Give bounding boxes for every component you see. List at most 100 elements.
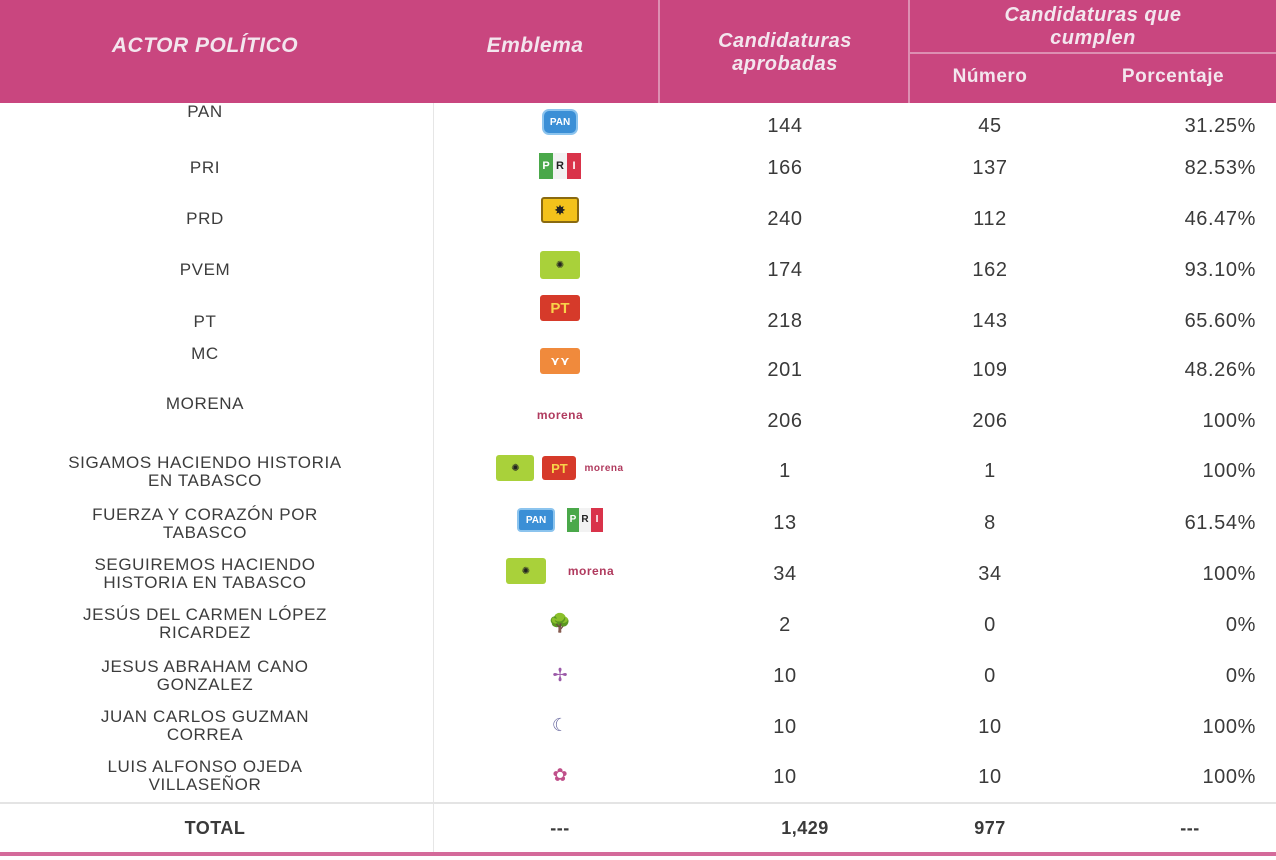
comply-number: 0 xyxy=(984,665,996,687)
table-row: PVEM ✺ 174 162 93.10% xyxy=(0,251,1276,305)
emblem-cell: morena xyxy=(460,408,660,422)
mc-logo-icon: ⋎⋎ xyxy=(540,348,580,374)
actor-name-line1: FUERZA Y CORAZÓN POR xyxy=(92,505,318,524)
emblem-cell: ✺ PT morena xyxy=(460,455,660,481)
comply-number: 8 xyxy=(984,512,996,534)
emblem-cell: 🌳 xyxy=(460,608,660,638)
table-row: PT PT 218 143 65.60% xyxy=(0,295,1276,345)
approved-count: 218 xyxy=(767,310,803,332)
flower-logo-icon: ✿ xyxy=(552,764,568,785)
actor-name: JESÚS DEL CARMEN LÓPEZ RICARDEZ xyxy=(0,606,410,642)
pvem-logo-icon: ✺ xyxy=(540,251,580,279)
approved-count: 240 xyxy=(767,208,803,230)
comply-percentage: 0% xyxy=(1225,665,1256,687)
comply-number: 162 xyxy=(972,259,1008,281)
comply-percentage: 31.25% xyxy=(1184,115,1256,137)
bottom-accent-line xyxy=(0,852,1276,856)
emblem-cell: ✸ xyxy=(460,197,660,223)
actor-name: MC xyxy=(191,344,219,363)
table-row: JESÚS DEL CARMEN LÓPEZ RICARDEZ 🌳 2 0 0% xyxy=(0,606,1276,658)
actor-name-line2: HISTORIA EN TABASCO xyxy=(103,573,307,592)
actor-name-line1: SEGUIREMOS HACIENDO xyxy=(94,555,316,574)
actor-name: JESUS ABRAHAM CANO GONZALEZ xyxy=(0,658,410,694)
actor-name-line2: GONZALEZ xyxy=(156,675,254,694)
total-divider xyxy=(0,802,1276,804)
table-row: JUAN CARLOS GUZMAN CORREA ☾ 10 10 100% xyxy=(0,708,1276,758)
comply-percentage: 46.47% xyxy=(1184,208,1256,230)
morena-logo-icon: morena xyxy=(536,408,584,422)
comply-percentage: 100% xyxy=(1202,563,1256,585)
comply-percentage: 93.10% xyxy=(1184,259,1256,281)
comply-number: 137 xyxy=(972,157,1008,179)
total-row: TOTAL --- 1,429 977 --- xyxy=(0,806,1276,850)
crescent-logo-icon: ☾ xyxy=(551,714,569,735)
table-row: PRI P R I 166 137 82.53% xyxy=(0,153,1276,205)
approved-count: 144 xyxy=(767,115,803,137)
actor-name-line1: JESUS ABRAHAM CANO xyxy=(101,657,309,676)
header-approved-line1: Candidaturas xyxy=(718,30,852,52)
table-row: SEGUIREMOS HACIENDO HISTORIA EN TABASCO … xyxy=(0,556,1276,606)
actor-name-line1: SIGAMOS HACIENDO HISTORIA xyxy=(68,453,342,472)
comply-number: 10 xyxy=(978,766,1002,788)
chelo-cano-logo-icon: ✢ xyxy=(552,664,568,685)
actor-name-line2: RICARDEZ xyxy=(159,623,251,642)
approved-count: 206 xyxy=(767,410,803,432)
actor-name: PRD xyxy=(186,209,224,228)
total-number: 977 xyxy=(974,818,1006,838)
actor-name-line2: TABASCO xyxy=(162,523,248,542)
emblem-cell: PAN P R I xyxy=(460,508,660,532)
emblem-cell: P R I xyxy=(460,153,660,179)
comply-percentage: 65.60% xyxy=(1184,310,1256,332)
comply-number: 10 xyxy=(978,716,1002,738)
table-row: PAN PAN 144 45 31.25% xyxy=(0,103,1276,153)
total-emblem: --- xyxy=(550,818,570,838)
actor-name: SIGAMOS HACIENDO HISTORIA EN TABASCO xyxy=(0,454,410,490)
approved-count: 166 xyxy=(767,157,803,179)
actor-name: PVEM xyxy=(179,260,231,279)
emblem-cell: ✢ xyxy=(460,660,660,690)
comply-percentage: 100% xyxy=(1202,410,1256,432)
comply-percentage: 82.53% xyxy=(1184,157,1256,179)
actor-name-line1: LUIS ALFONSO OJEDA xyxy=(107,757,303,776)
pt-logo-icon: PT xyxy=(540,295,580,321)
total-approved: 1,429 xyxy=(781,818,829,838)
comply-number: 34 xyxy=(978,563,1002,585)
pvem-logo-icon: ✺ xyxy=(496,455,535,481)
emblem-cell: PT xyxy=(460,295,660,321)
comply-number: 109 xyxy=(972,359,1008,381)
total-label: TOTAL xyxy=(184,818,246,838)
comply-percentage: 48.26% xyxy=(1184,359,1256,381)
table-row: PRD ✸ 240 112 46.47% xyxy=(0,197,1276,255)
approved-count: 34 xyxy=(773,563,797,585)
header-comply: Candidaturas que cumplen xyxy=(910,4,1276,50)
header-number: Número xyxy=(952,66,1028,87)
header-divider xyxy=(908,0,910,103)
column-divider xyxy=(433,103,434,853)
morena-logo-icon: morena xyxy=(567,564,615,578)
comply-number: 1 xyxy=(984,460,996,482)
header-approved-line2: aprobadas xyxy=(732,53,838,75)
approved-count: 174 xyxy=(767,259,803,281)
comply-number: 112 xyxy=(973,208,1007,230)
table-row: MORENA morena 206 206 100% xyxy=(0,390,1276,450)
total-percentage: --- xyxy=(1180,818,1200,838)
comply-percentage: 100% xyxy=(1202,716,1256,738)
emblem-cell: ☾ xyxy=(460,710,660,740)
approved-count: 13 xyxy=(773,512,797,534)
actor-name: LUIS ALFONSO OJEDA VILLASEÑOR xyxy=(0,758,410,794)
table-header: ACTOR POLÍTICO Emblema Candidaturas apro… xyxy=(0,0,1276,103)
emblem-cell: ✺ morena xyxy=(460,558,660,584)
table-row: MC ⋎⋎ 201 109 48.26% xyxy=(0,345,1276,390)
actor-name: SEGUIREMOS HACIENDO HISTORIA EN TABASCO xyxy=(0,556,410,592)
approved-count: 10 xyxy=(773,716,797,738)
header-approved: Candidaturas aprobadas xyxy=(660,30,910,76)
actor-name-line2: EN TABASCO xyxy=(147,471,262,490)
actor-name: PT xyxy=(193,312,217,331)
approved-count: 10 xyxy=(773,665,797,687)
pri-logo-icon: P R I xyxy=(539,153,581,179)
header-comply-line2: cumplen xyxy=(1050,27,1136,49)
table-row: LUIS ALFONSO OJEDA VILLASEÑOR ✿ 10 10 10… xyxy=(0,758,1276,802)
pan-logo-icon: PAN xyxy=(517,508,555,532)
table-row: JESUS ABRAHAM CANO GONZALEZ ✢ 10 0 0% xyxy=(0,658,1276,708)
comply-number: 206 xyxy=(972,410,1008,432)
